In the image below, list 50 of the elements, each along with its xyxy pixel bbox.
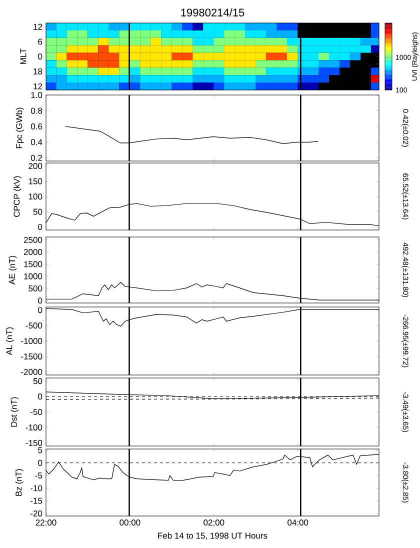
y-tick-label: -50 xyxy=(30,409,42,416)
y-tick-label: 0 xyxy=(38,460,42,466)
y-tick-label: -100 xyxy=(26,424,42,430)
y-tick-label: 2000 xyxy=(24,249,42,256)
y-tick-label: 18 xyxy=(34,68,42,74)
y-tick-label: 0 xyxy=(38,307,42,314)
y-tick-label: 150 xyxy=(28,178,42,184)
y-tick-label: 100 xyxy=(28,194,42,200)
y-tick-label: 50 xyxy=(33,378,42,384)
y-tick-label: -20 xyxy=(30,510,42,516)
y-axis-title: AL (nT) xyxy=(6,327,14,356)
y-tick-label: -15 xyxy=(30,498,42,504)
x-tick-label: 02:00 xyxy=(204,520,224,526)
y-axis-title: CPCP (kV) xyxy=(13,176,22,217)
y-tick-label: -500 xyxy=(26,322,42,329)
y-tick-label: -1500 xyxy=(21,353,42,360)
x-axis-title: Feb 14 to 15, 1998 UT Hours xyxy=(158,532,268,540)
y-tick-label: -2000 xyxy=(21,368,42,375)
y-tick-label: 50 xyxy=(33,208,42,215)
y-tick-label: 0.6 xyxy=(30,123,42,130)
y-axis-title: Fpc (GWb) xyxy=(16,108,24,148)
y-tick-label: -10 xyxy=(30,485,42,492)
y-tick-label: 500 xyxy=(28,285,42,292)
y-tick-label: 0.8 xyxy=(30,108,42,114)
y-tick-label: 1000 xyxy=(24,273,42,280)
y-axis-title: AE (nT) xyxy=(8,256,17,285)
x-tick-label: 04:00 xyxy=(288,520,308,526)
y-tick-label: 0.4 xyxy=(30,139,42,146)
y-tick-label: 200 xyxy=(28,163,42,170)
y-tick-label: 1500 xyxy=(24,261,42,268)
y-axis-title: Dst (nT) xyxy=(10,397,19,427)
y-tick-label: 1.0 xyxy=(31,92,42,98)
y-tick-label: -150 xyxy=(26,440,42,446)
y-tick-label: 5 xyxy=(38,447,42,454)
y-tick-label: 12 xyxy=(34,83,42,90)
y-tick-label: -1000 xyxy=(21,338,42,344)
y-tick-label: 0 xyxy=(38,224,42,230)
y-tick-label: 2500 xyxy=(24,236,42,243)
y-tick-label: -5 xyxy=(35,472,42,479)
y-tick-label: 0.2 xyxy=(30,154,42,161)
x-tick-label: 00:00 xyxy=(120,520,140,526)
x-tick-label: 22:00 xyxy=(36,520,56,526)
y-axis-title: Bz (nT) xyxy=(15,469,24,496)
y-tick-label: 12 xyxy=(34,24,42,30)
y-tick-label: 0 xyxy=(38,298,42,304)
y-tick-label: 6 xyxy=(38,38,42,45)
y-axis-title: MLT xyxy=(20,48,26,64)
y-tick-label: 0 xyxy=(38,394,42,400)
y-tick-label: 0 xyxy=(38,54,42,60)
chart-title: 19980214/15 xyxy=(181,8,244,16)
